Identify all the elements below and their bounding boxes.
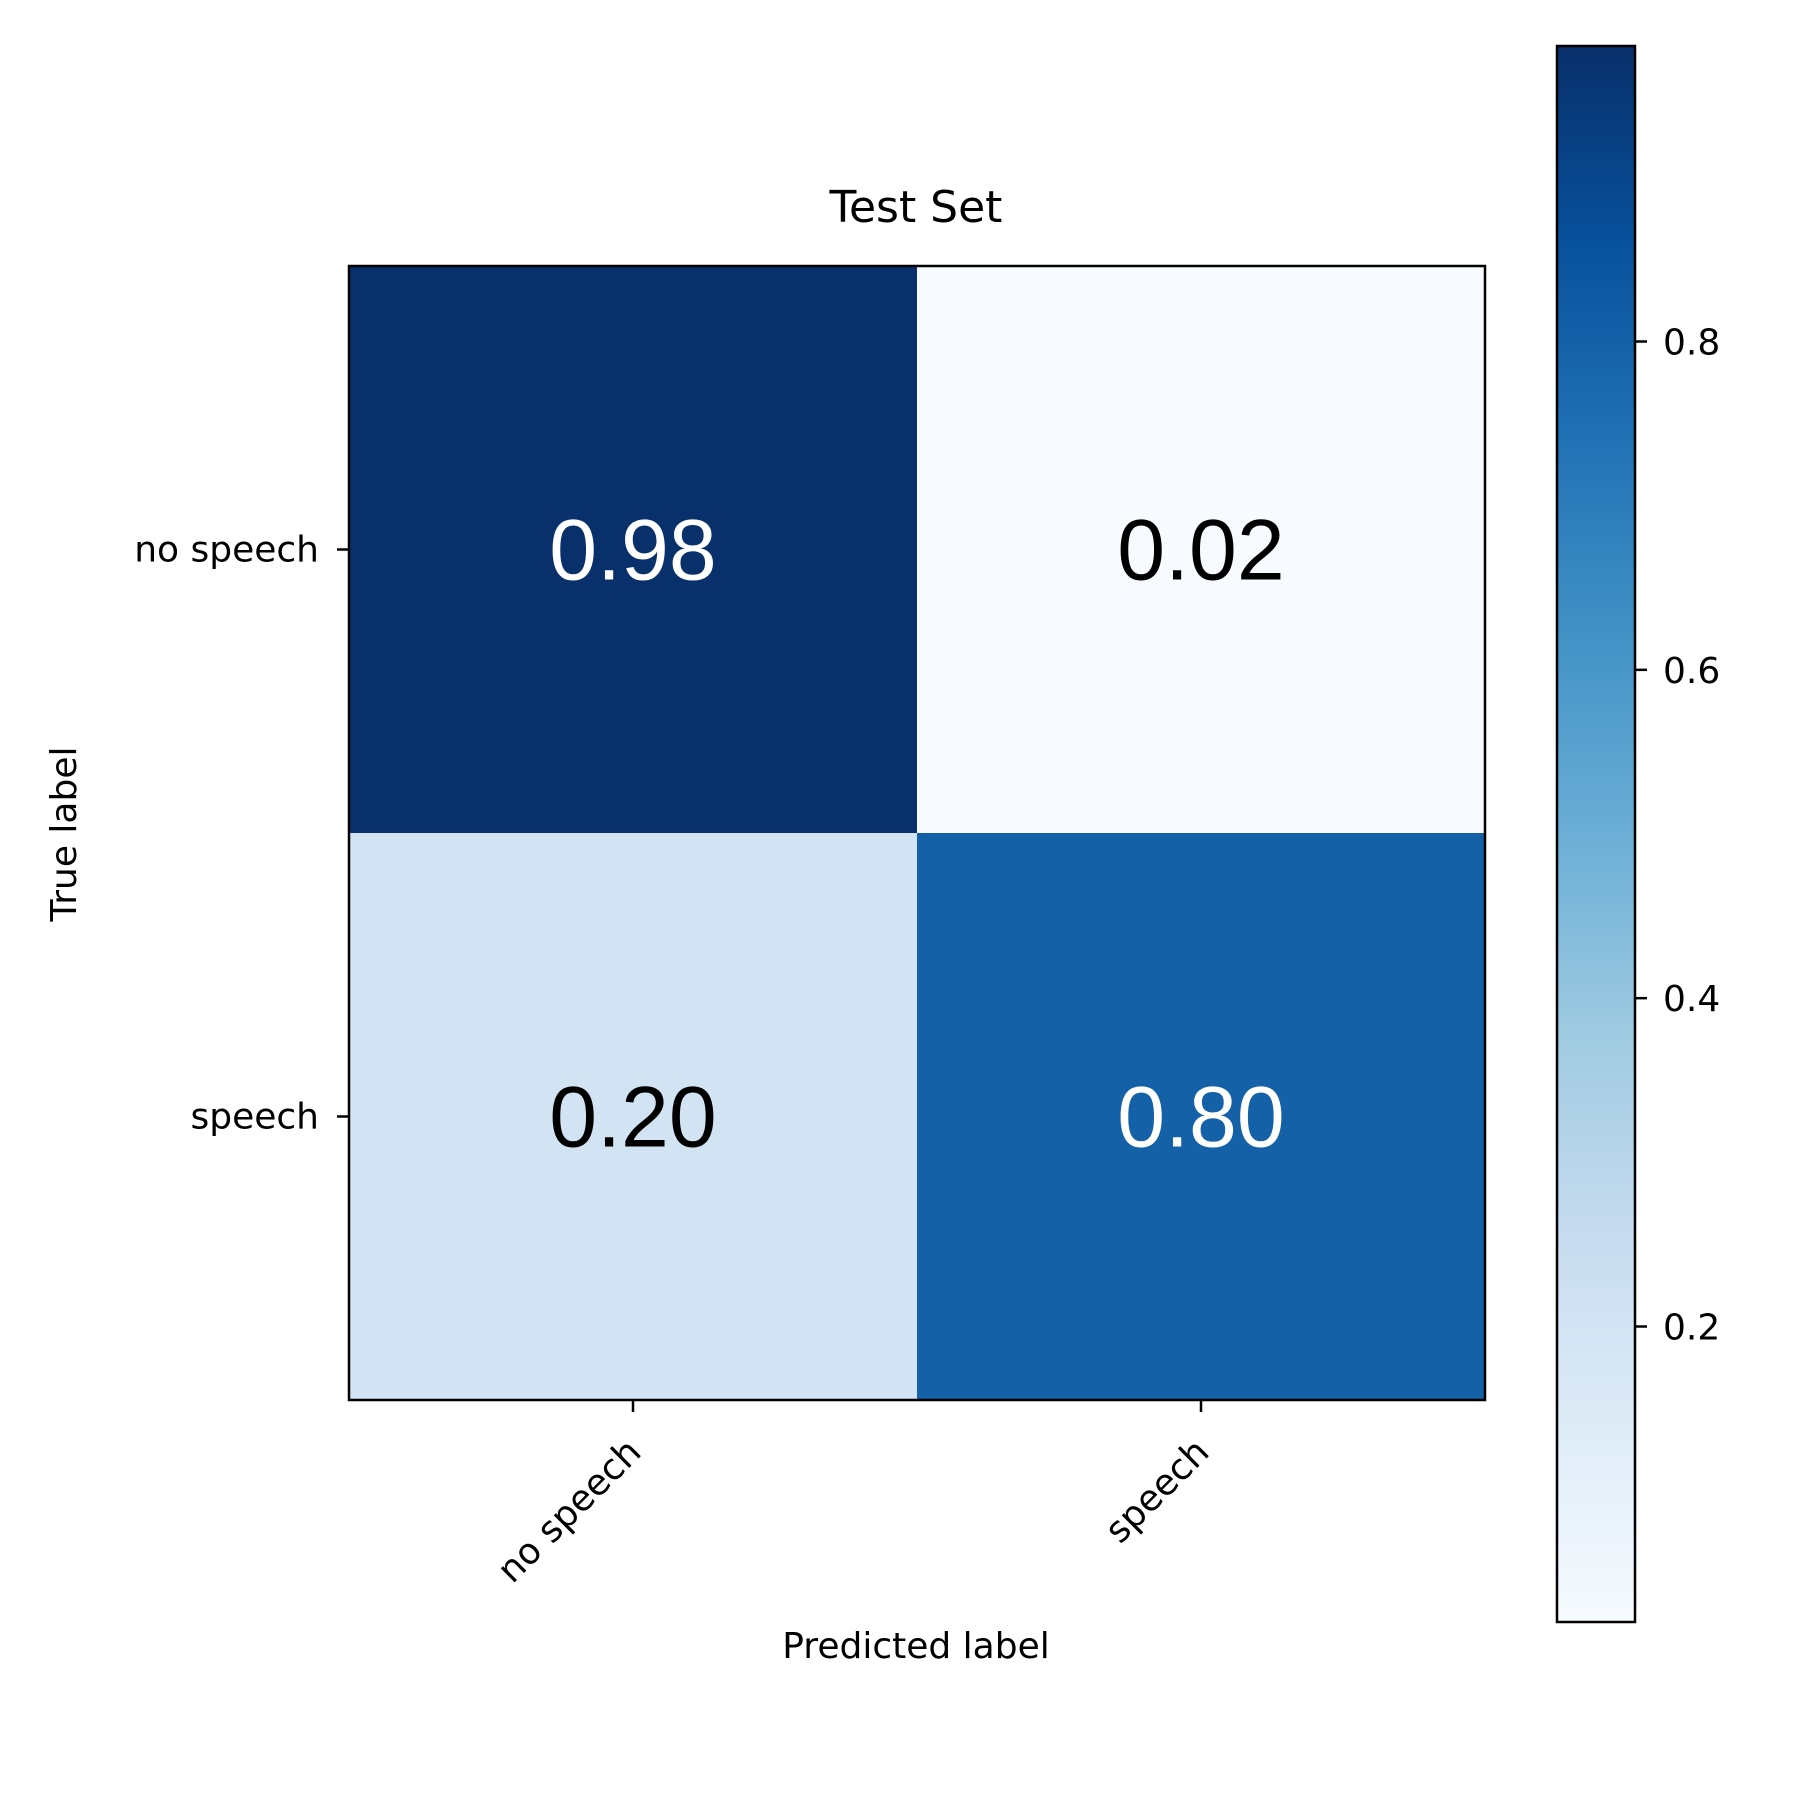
- colorbar-tick-label: 0.6: [1663, 651, 1720, 692]
- colorbar-tick-label: 0.8: [1663, 323, 1720, 364]
- cell-value-label: 0.80: [1117, 1070, 1284, 1166]
- colorbar-ticks: 0.2 0.4 0.6 0.8: [1635, 323, 1720, 1349]
- y-tick-label: speech: [190, 1097, 319, 1138]
- y-tick-label: no speech: [134, 530, 319, 571]
- heatmap-cell: [349, 833, 918, 1401]
- x-axis-ticks: no speech speech: [490, 1400, 1217, 1591]
- chart-title: Test Set: [829, 182, 1003, 233]
- cell-value-label: 0.02: [1117, 503, 1284, 599]
- heatmap-cell: [349, 266, 918, 834]
- x-axis-label: Predicted label: [782, 1626, 1050, 1667]
- heatmap-cells: [349, 266, 1486, 1401]
- heatmap-cell: [917, 833, 1486, 1401]
- axes-frame: [347, 264, 1487, 1402]
- x-tick-label: speech: [1097, 1431, 1217, 1551]
- colorbar-tick-label: 0.2: [1663, 1308, 1720, 1349]
- y-axis-label: True label: [44, 747, 85, 923]
- colorbar: [1555, 44, 1637, 1624]
- x-tick-label: no speech: [490, 1431, 650, 1591]
- heatmap-value-labels: 0.98 0.02 0.20 0.80: [549, 503, 1284, 1166]
- cell-value-label: 0.98: [549, 503, 716, 599]
- cell-value-label: 0.20: [549, 1070, 716, 1166]
- colorbar-tick-label: 0.4: [1663, 979, 1720, 1020]
- y-axis-ticks: no speech speech: [134, 530, 349, 1138]
- heatmap-cell: [917, 266, 1486, 834]
